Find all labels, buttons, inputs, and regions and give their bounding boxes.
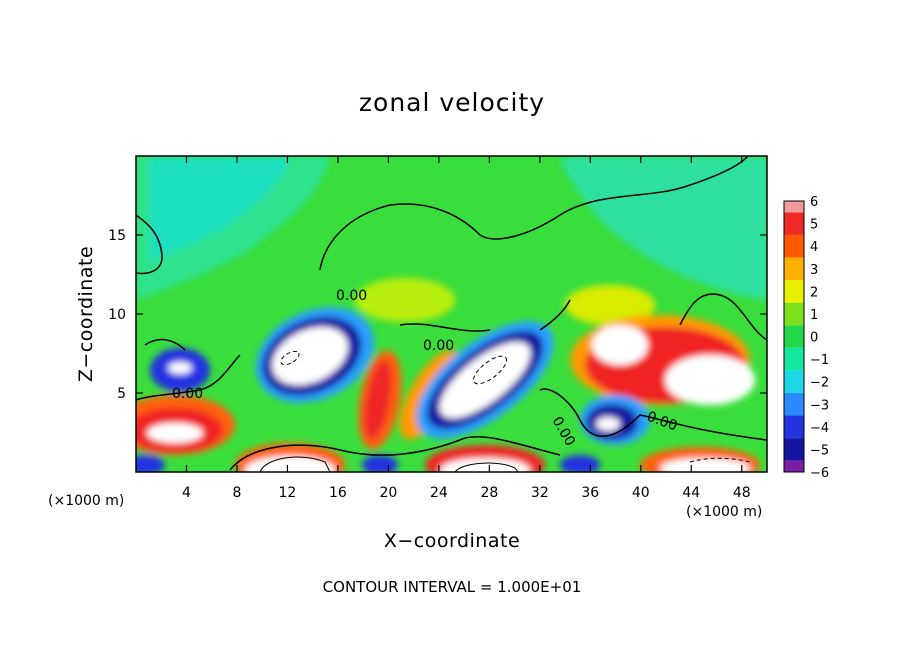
- colorbar-label: −1: [810, 353, 829, 368]
- x-tick-label: 44: [682, 485, 700, 501]
- contour-line: [472, 355, 508, 385]
- colorbar-label: 1: [810, 308, 818, 323]
- contour-line: [689, 457, 751, 463]
- x-tick-label: 4: [182, 485, 191, 501]
- plot-area: 0.00 0.00 0.00 0.00 0.00 4 8 12 16 20 24 28 32 3…: [108, 155, 768, 501]
- field-region: [245, 456, 335, 472]
- contour-line: [399, 323, 491, 332]
- field-region: [364, 360, 392, 440]
- x-tick-label: 20: [379, 485, 397, 501]
- contour-label: 0.00: [172, 386, 203, 402]
- contour-line: [280, 350, 300, 366]
- colorbar-label: 6: [810, 195, 818, 210]
- x-tick-label: 36: [581, 485, 599, 501]
- colorbar-swatch: [784, 234, 804, 258]
- field-region: [168, 362, 192, 374]
- colorbar-label: −3: [810, 398, 829, 413]
- y-axis-label: Z−coordinate: [75, 246, 97, 382]
- contour-line: [136, 354, 241, 401]
- x-tick-label: 28: [480, 485, 498, 501]
- y-tick-label: 5: [117, 386, 126, 402]
- x-tick-label: 16: [329, 485, 347, 501]
- colorbar-swatch: [784, 347, 804, 371]
- field-region: [136, 455, 165, 472]
- dashed-contours: [280, 350, 751, 463]
- field-region: [565, 285, 655, 325]
- thin-contours: [259, 456, 519, 472]
- colorbar-swatch: [784, 302, 804, 326]
- contour-label: 0.00: [336, 288, 367, 304]
- x-tick-label: 48: [733, 485, 751, 501]
- field-region: [355, 278, 455, 322]
- colorbar-label: −4: [810, 421, 829, 436]
- x-tick-label: 12: [279, 485, 297, 501]
- x-tick-label: 24: [430, 485, 448, 501]
- colorbar-label: −5: [810, 443, 829, 458]
- colorbar-label: 3: [810, 263, 818, 278]
- colorbar-label: −2: [810, 376, 829, 391]
- field-region: [440, 458, 530, 472]
- colorbar-frame: [783, 200, 805, 473]
- contour-line: [259, 456, 331, 472]
- contour-line: [319, 156, 749, 271]
- colorbar-label: 4: [810, 240, 818, 255]
- field-region: [592, 325, 648, 365]
- colorbar-label: −6: [810, 466, 829, 481]
- contour-line: [229, 436, 561, 471]
- chart-title: zonal velocity: [359, 88, 545, 117]
- field-region: [439, 341, 531, 419]
- y-ticks: 5 10 15: [108, 228, 767, 402]
- colorbar-label: 5: [810, 218, 818, 233]
- colorbar-swatch: [784, 201, 804, 213]
- x-unit-label-right: (×1000 m): [686, 504, 762, 520]
- field-region: [665, 355, 755, 405]
- colorbar-label: 0: [810, 331, 818, 346]
- colorbar-swatch: [784, 392, 804, 416]
- contour-interval-note: CONTOUR INTERVAL = 1.000E+01: [323, 578, 582, 596]
- field-region: [560, 156, 767, 300]
- colorbar-label: 2: [810, 285, 818, 300]
- zero-contours: [136, 156, 767, 471]
- y-tick-label: 10: [108, 307, 126, 323]
- colorbar-swatch: [784, 460, 804, 472]
- field-region: [147, 423, 203, 443]
- colorbar-swatch: [784, 280, 804, 303]
- contour-label: 0.00: [423, 338, 454, 354]
- x-tick-label: 32: [531, 485, 549, 501]
- contour-line: [539, 299, 571, 331]
- velocity-field: [136, 156, 767, 472]
- colorbar-swatch: [784, 438, 804, 461]
- field-region: [596, 417, 620, 431]
- field-region: [272, 326, 348, 386]
- colorbar-swatch: [784, 370, 804, 393]
- colorbar-swatch: [784, 415, 804, 439]
- y-tick-label: 15: [108, 228, 126, 244]
- contour-line: [539, 388, 767, 441]
- contour-line: [136, 214, 163, 275]
- contour-line: [454, 462, 519, 472]
- field-region: [660, 458, 750, 472]
- x-ticks: 4 8 12 16 20 24 28 32 36 40 44 48: [182, 156, 751, 501]
- colorbar-swatch: [784, 325, 804, 348]
- contour-line: [679, 293, 767, 341]
- colorbar-swatch: [784, 212, 804, 235]
- colorbar-swatch: [784, 257, 804, 281]
- x-tick-label: 40: [632, 485, 650, 501]
- x-unit-label-left: (×1000 m): [48, 493, 124, 509]
- field-region: [150, 156, 290, 260]
- x-axis-label: X−coordinate: [384, 530, 520, 552]
- colorbar: −6 −5 −4 −3 −2 −1 0 1 2 3 4 5 6: [783, 195, 829, 481]
- x-tick-label: 8: [232, 485, 241, 501]
- contour-line: [144, 338, 186, 351]
